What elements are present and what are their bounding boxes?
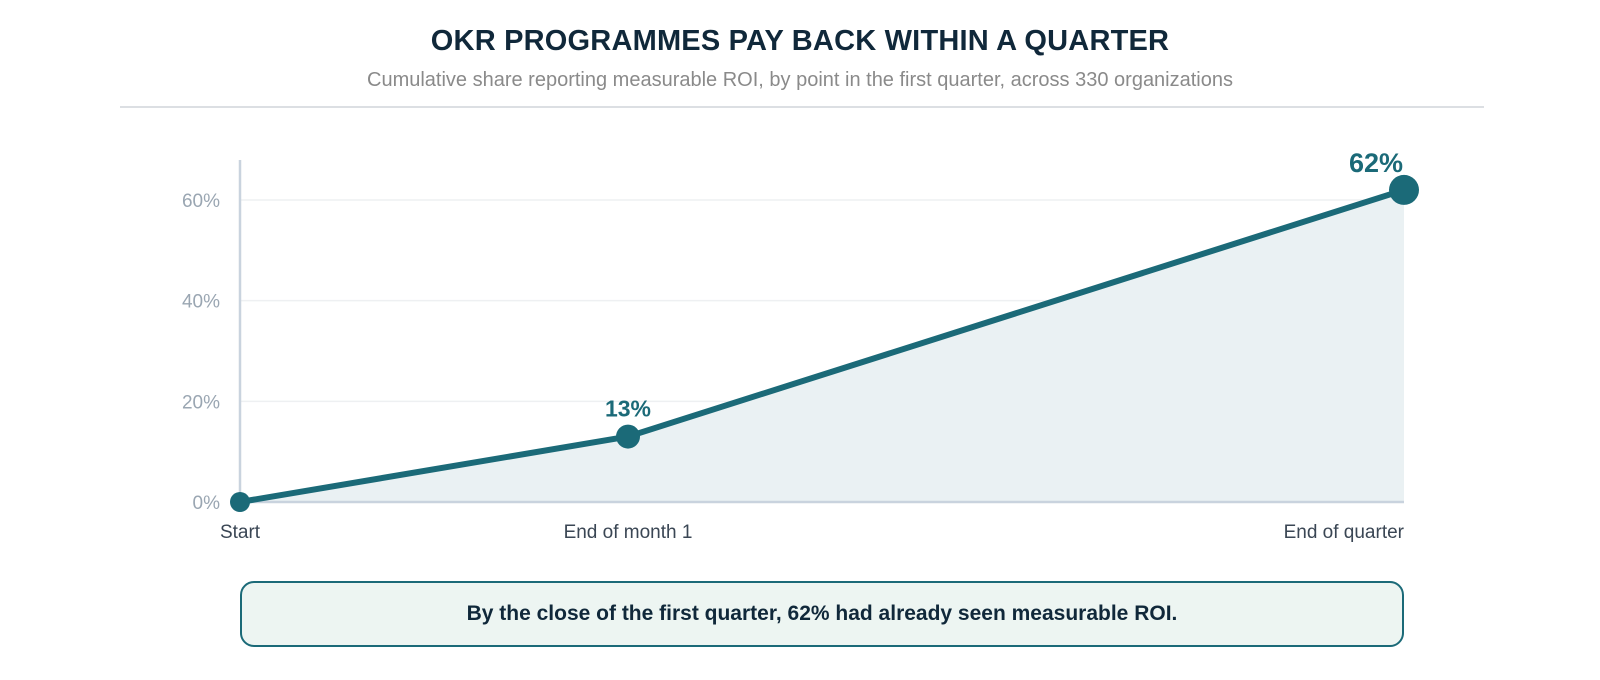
data-point	[616, 424, 640, 449]
summary-callout: By the close of the first quarter, 62% h…	[240, 581, 1404, 647]
chart-title: OKR PROGRAMMES PAY BACK WITHIN A QUARTER	[430, 25, 1170, 57]
x-tick-label: Start	[220, 522, 261, 543]
y-tick-label: 20%	[182, 392, 220, 413]
y-tick-label: 60%	[182, 191, 220, 212]
data-point	[230, 492, 250, 512]
series-area	[240, 189, 1404, 502]
y-tick-label: 0%	[193, 493, 221, 514]
header-divider	[120, 106, 1484, 108]
y-tick-label: 40%	[182, 292, 220, 313]
chart-subtitle: Cumulative share reporting measurable RO…	[367, 69, 1233, 91]
x-tick-label: End of month 1	[564, 522, 693, 543]
callout-text: By the close of the first quarter, 62% h…	[466, 602, 1178, 625]
x-tick-label: End of quarter	[1284, 522, 1405, 543]
data-point	[1389, 174, 1419, 205]
data-label: 13%	[605, 396, 651, 422]
data-label: 62%	[1349, 148, 1403, 178]
